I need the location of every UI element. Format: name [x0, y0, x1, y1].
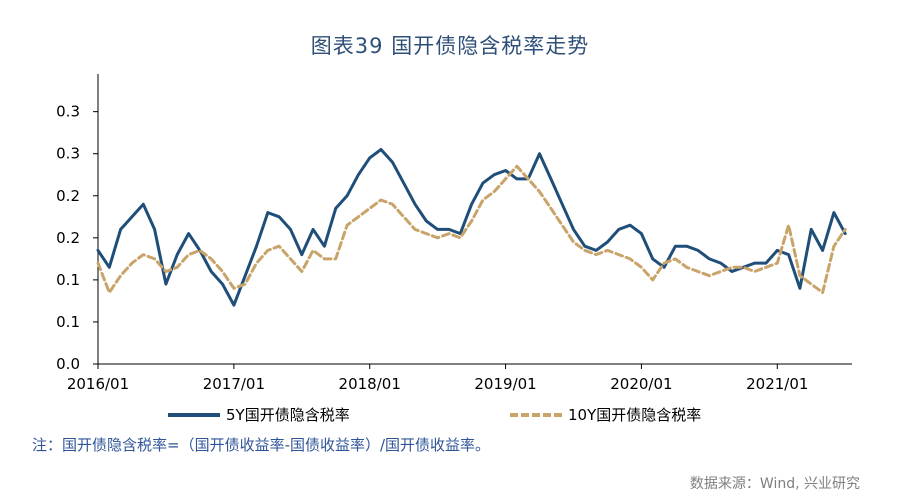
y-tick-label: 0.3 — [56, 103, 80, 121]
footnote: 注：国开债隐含税率=（国开债收益率-国债收益率）/国开债收益率。 — [32, 436, 491, 454]
legend-item-10y: 10Y国开债隐含税率 — [510, 404, 701, 425]
y-tick-label: 0.3 — [56, 145, 80, 163]
legend-label-5y: 5Y国开债隐含税率 — [226, 406, 350, 424]
chart-title: 图表39 国开债隐含税率走势 — [310, 34, 590, 58]
legend-swatch-10y — [510, 412, 562, 417]
series-line-10y — [96, 164, 847, 294]
y-tick-label: 0.0 — [56, 355, 80, 373]
y-tick-label: 0.2 — [56, 187, 80, 205]
x-tick-label: 2020/01 — [610, 375, 672, 393]
x-tick-label: 2019/01 — [474, 375, 536, 393]
x-tick-label: 2016/01 — [67, 375, 129, 393]
x-tick-label: 2017/01 — [203, 375, 265, 393]
legend-item-5y: 5Y国开债隐含税率 — [168, 404, 350, 425]
x-tick-label: 2018/01 — [339, 375, 401, 393]
x-tick-label: 2021/01 — [746, 375, 808, 393]
legend-swatch-5y — [168, 412, 220, 417]
series-line-5y — [96, 148, 847, 307]
legend: 5Y国开债隐含税率 10Y国开债隐含税率 — [0, 404, 900, 428]
y-tick-label: 0.1 — [56, 271, 80, 289]
y-tick-label: 0.2 — [56, 229, 80, 247]
y-tick-label: 0.1 — [56, 313, 80, 331]
data-source: 数据来源：Wind, 兴业研究 — [689, 476, 860, 492]
legend-label-10y: 10Y国开债隐含税率 — [568, 406, 702, 424]
